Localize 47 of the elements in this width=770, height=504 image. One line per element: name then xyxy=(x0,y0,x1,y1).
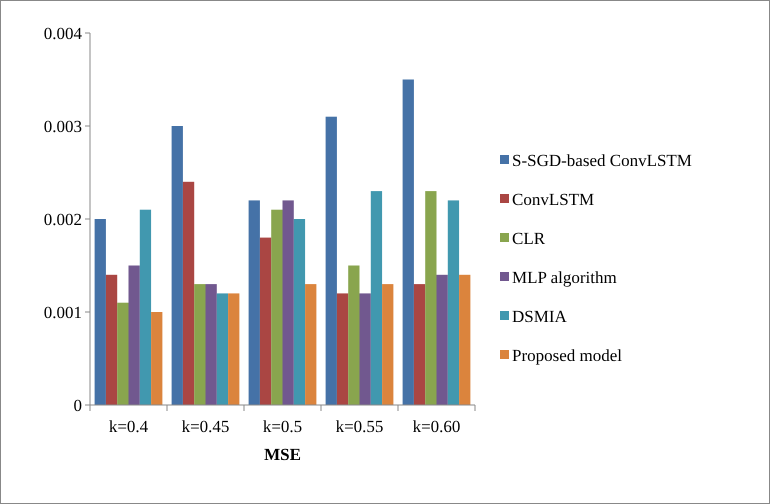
bar xyxy=(206,284,217,405)
bar xyxy=(326,116,337,405)
x-tick-label: k=0.60 xyxy=(412,417,460,436)
bar xyxy=(140,210,152,405)
legend-label: DSMIA xyxy=(512,306,568,326)
legend-label: S-SGD-based ConvLSTM xyxy=(512,150,692,170)
bar xyxy=(348,266,360,405)
y-tick-label: 0 xyxy=(74,396,82,415)
bar xyxy=(425,191,436,405)
bar xyxy=(294,219,306,405)
bar xyxy=(117,302,128,405)
bar xyxy=(436,274,448,405)
legend-label: Proposed model xyxy=(512,346,622,365)
bar xyxy=(216,293,228,405)
bar xyxy=(182,182,194,405)
legend-label: CLR xyxy=(512,228,546,248)
legend-label: MLP algorithm xyxy=(512,268,617,287)
x-tick-label: k=0.5 xyxy=(262,417,302,436)
bar xyxy=(194,284,206,405)
y-tick-label: 0.003 xyxy=(44,116,82,136)
bar xyxy=(382,284,394,405)
bar xyxy=(94,219,106,405)
bar xyxy=(282,200,294,405)
bar xyxy=(370,191,382,405)
bar xyxy=(228,293,240,405)
x-axis-title: MSE xyxy=(264,445,301,464)
bar xyxy=(414,284,426,405)
legend-label: ConvLSTM xyxy=(512,190,594,209)
y-tick-label: 0.004 xyxy=(44,24,82,43)
y-tick-label: 0.001 xyxy=(44,302,82,322)
bar xyxy=(260,238,272,405)
x-tick-label: k=0.45 xyxy=(182,417,230,436)
bar xyxy=(248,200,260,405)
x-tick-label: k=0.4 xyxy=(108,417,149,436)
bar xyxy=(360,293,371,405)
bar xyxy=(459,274,470,405)
y-tick-label: 0.002 xyxy=(44,210,82,229)
x-tick-label: k=0.55 xyxy=(336,417,384,436)
bar xyxy=(172,126,183,405)
bar xyxy=(336,293,348,405)
bar xyxy=(448,200,460,405)
bar xyxy=(402,80,414,405)
bar xyxy=(106,274,118,405)
bar xyxy=(151,312,162,405)
bar xyxy=(271,210,282,405)
bar xyxy=(305,284,316,405)
bar xyxy=(128,266,140,405)
